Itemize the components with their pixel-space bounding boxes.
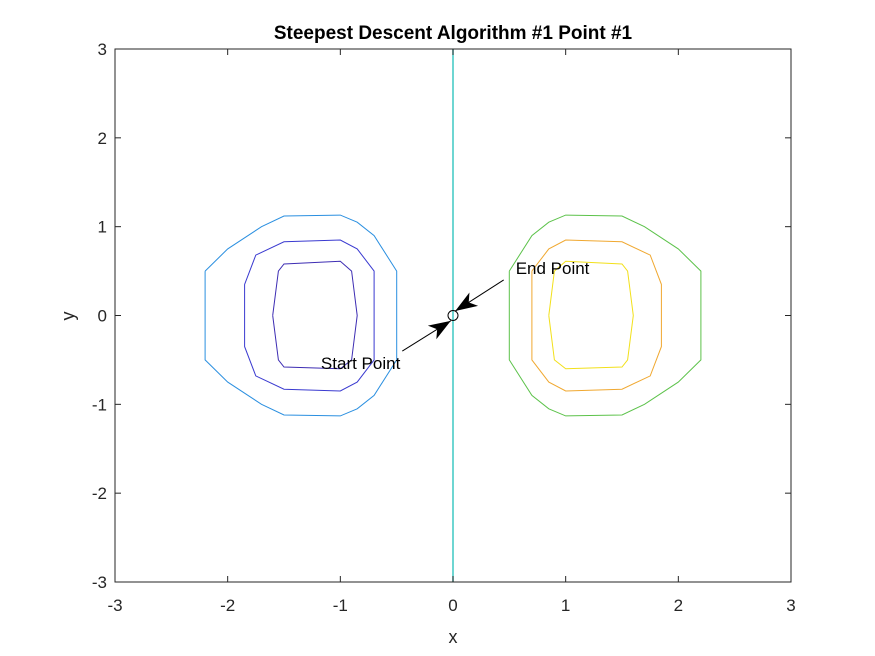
x-tick-label: 0	[448, 596, 457, 615]
contour-line-1	[204, 214, 398, 417]
annotation-arrowhead	[427, 320, 451, 340]
annotation-arrowhead	[455, 292, 479, 312]
point-marker	[447, 310, 459, 321]
y-tick-label: -3	[92, 573, 107, 592]
contour-line-3	[272, 260, 358, 370]
end-point-label: End Point	[516, 259, 590, 278]
x-tick-label: -2	[220, 596, 235, 615]
y-tick-label: 1	[98, 218, 107, 237]
x-tick-label: 2	[674, 596, 683, 615]
annotation-layer: Start Point End Point	[321, 259, 590, 373]
contour-line-2	[244, 239, 375, 392]
y-tick-label: 2	[98, 129, 107, 148]
contour-line-6	[548, 260, 634, 370]
y-tick-label: 3	[98, 40, 107, 59]
tick-layer: -3 -2 -1 0 1 2 3 3 2 1 0 -1 -2 -3	[92, 40, 796, 615]
chart-title: Steepest Descent Algorithm #1 Point #1	[274, 23, 633, 44]
x-tick-label: 3	[786, 596, 795, 615]
y-tick-label: -1	[92, 395, 107, 414]
x-tick-label: 1	[561, 596, 570, 615]
x-tick-label: -3	[107, 596, 122, 615]
y-tick-label: 0	[98, 307, 107, 326]
y-axis-label: y	[58, 312, 78, 321]
x-tick-label: -1	[333, 596, 348, 615]
contour-line-5	[531, 239, 662, 392]
contour-layer	[204, 49, 702, 582]
start-point-label: Start Point	[321, 354, 401, 373]
y-tick-label: -2	[92, 484, 107, 503]
contour-line-4	[508, 214, 702, 417]
x-axis-label: x	[449, 627, 458, 647]
